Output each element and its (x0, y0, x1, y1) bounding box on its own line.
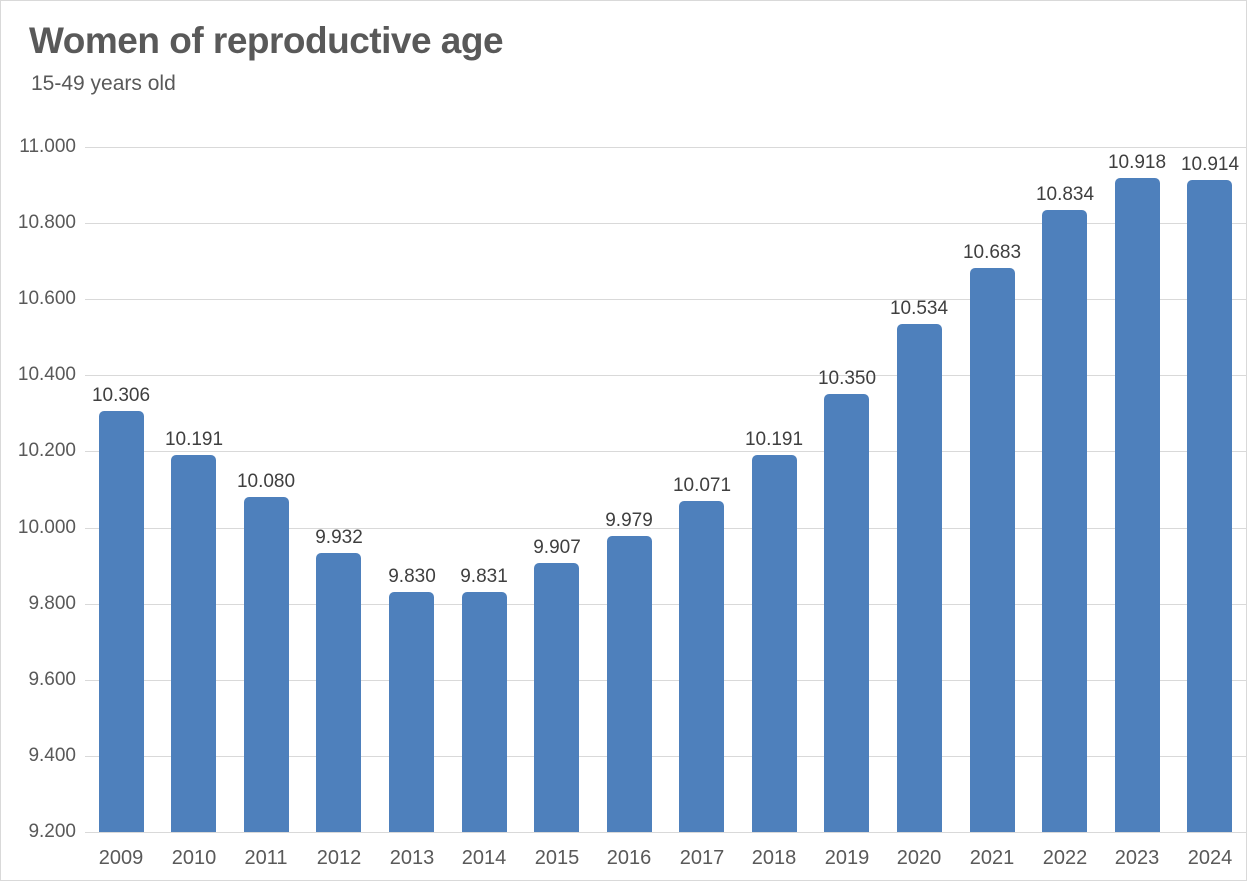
y-axis-tick-label: 10.000 (17, 517, 76, 538)
x-axis-tick-label-2015: 2015 (534, 847, 580, 869)
bar-2013 (389, 592, 434, 832)
y-axis-tick-label: 10.200 (17, 440, 76, 461)
y-axis-tick-label: 10.400 (17, 364, 76, 385)
bar-2014 (462, 592, 507, 832)
bar-2024 (1187, 180, 1232, 832)
bar-value-label-2024: 10.914 (1180, 154, 1240, 175)
y-axis-tick-label: 9.200 (28, 821, 76, 842)
y-axis-tick-label: 10.600 (17, 288, 76, 309)
gridline (85, 604, 1246, 605)
bar-2011 (244, 497, 289, 832)
bar-value-label-2013: 9.830 (388, 566, 436, 587)
bar-value-label-2021: 10.683 (962, 242, 1022, 263)
bar-2020 (897, 324, 942, 832)
bar-value-label-2020: 10.534 (889, 298, 949, 319)
bar-value-label-2017: 10.071 (672, 475, 732, 496)
gridline (85, 223, 1246, 224)
bar-2012 (316, 553, 361, 832)
bar-2009 (99, 411, 144, 832)
bar-value-label-2015: 9.907 (533, 537, 581, 558)
gridline (85, 756, 1246, 757)
y-axis-tick-label: 9.400 (28, 745, 76, 766)
bar-value-label-2023: 10.918 (1107, 152, 1167, 173)
bar-value-label-2009: 10.306 (91, 385, 151, 406)
bar-2016 (607, 536, 652, 832)
x-axis-tick-label-2019: 2019 (824, 847, 870, 869)
gridline (85, 147, 1246, 148)
bar-2023 (1115, 178, 1160, 832)
x-axis-tick-label-2009: 2009 (98, 847, 144, 869)
bar-2018 (752, 455, 797, 832)
x-axis-tick-label-2021: 2021 (969, 847, 1015, 869)
x-axis-tick-label-2014: 2014 (461, 847, 507, 869)
gridline (85, 680, 1246, 681)
bar-2017 (679, 501, 724, 832)
x-axis-tick-label-2022: 2022 (1042, 847, 1088, 869)
x-axis-tick-label-2011: 2011 (244, 847, 288, 869)
bar-2022 (1042, 210, 1087, 832)
x-axis-tick-label-2012: 2012 (316, 847, 362, 869)
y-axis-tick-label: 9.600 (28, 669, 76, 690)
bar-value-label-2011: 10.080 (236, 471, 296, 492)
chart-title: Women of reproductive age (29, 20, 504, 61)
gridline (85, 451, 1246, 452)
bar-value-label-2014: 9.831 (460, 566, 508, 587)
x-axis-tick-label-2024: 2024 (1187, 847, 1233, 869)
bar-value-label-2022: 10.834 (1035, 184, 1095, 205)
y-axis-tick-label: 10.800 (17, 212, 76, 233)
x-axis-tick-label-2010: 2010 (171, 847, 217, 869)
x-axis-tick-label-2023: 2023 (1114, 847, 1160, 869)
chart-subtitle: 15-49 years old (31, 72, 176, 95)
bar-value-label-2016: 9.979 (605, 510, 653, 531)
x-axis-tick-label-2013: 2013 (389, 847, 435, 869)
bar-value-label-2010: 10.191 (164, 429, 224, 450)
y-axis-tick-label: 11.000 (19, 136, 76, 157)
bar-2015 (534, 563, 579, 832)
plot-area: 11.000 10.800 10.600 10.400 10.200 10.000 9.80… (1, 1, 1246, 880)
bar-2019 (824, 394, 869, 832)
gridline (85, 375, 1246, 376)
x-axis-tick-label-2016: 2016 (606, 847, 652, 869)
gridline (85, 528, 1246, 529)
y-axis-tick-label: 9.800 (28, 593, 76, 614)
bar-2010 (171, 455, 216, 832)
bar-value-label-2018: 10.191 (744, 429, 804, 450)
bar-value-label-2019: 10.350 (817, 368, 877, 389)
x-axis-tick-label-2017: 2017 (679, 847, 725, 869)
x-axis-tick-label-2020: 2020 (896, 847, 942, 869)
gridline (85, 299, 1246, 300)
chart-frame: Women of reproductive age 15-49 years ol… (0, 0, 1247, 881)
bar-2021 (970, 268, 1015, 832)
x-axis-tick-label-2018: 2018 (751, 847, 797, 869)
bar-value-label-2012: 9.932 (315, 527, 363, 548)
gridline (85, 832, 1246, 833)
